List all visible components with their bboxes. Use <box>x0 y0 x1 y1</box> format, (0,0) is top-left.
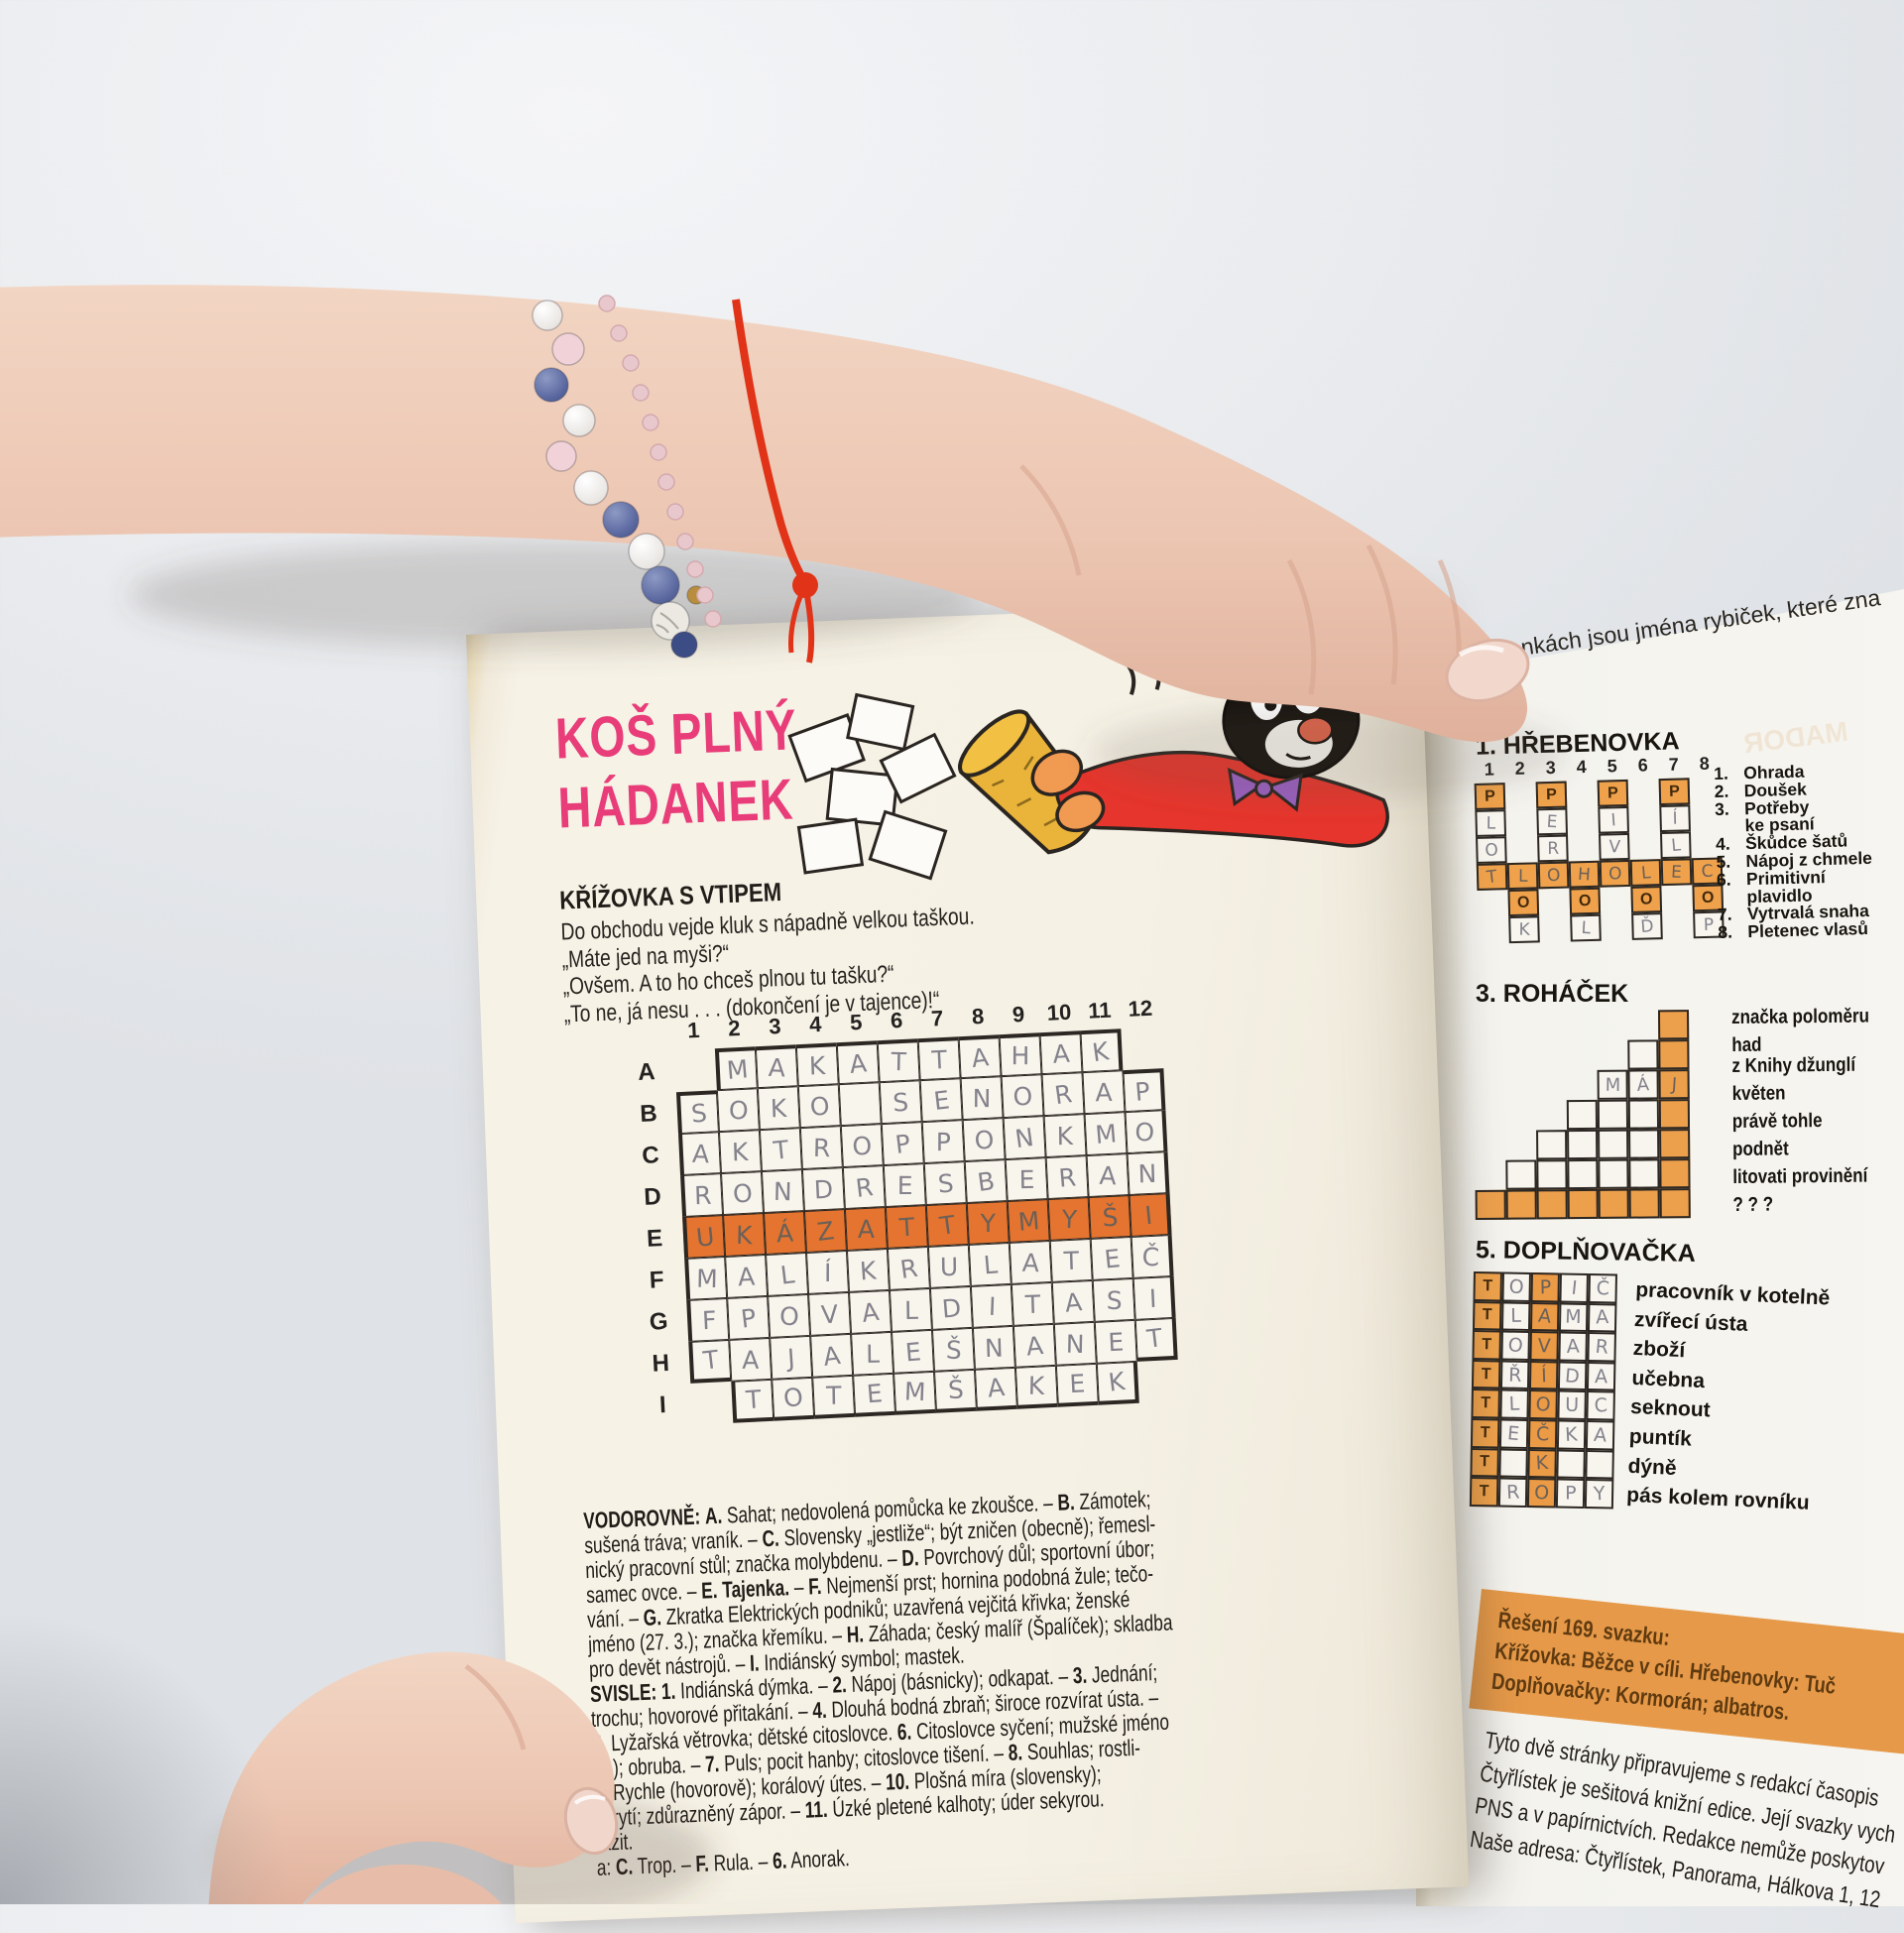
cat-paw-icon <box>1030 749 1106 833</box>
pink-bead-strand <box>598 295 722 628</box>
bead-bracelet <box>532 300 706 659</box>
right-magazine-page: nkách jsou jména rybiček, které zna MADO… <box>1416 555 1904 1912</box>
rohacek-heading: 3. ROHÁČEK <box>1476 980 1629 1008</box>
arm-shadow <box>129 541 982 650</box>
red-string-bracelet <box>732 299 818 664</box>
thumbnail <box>1445 639 1530 702</box>
nail-highlight <box>573 1794 606 1805</box>
thumbnail-left <box>563 1786 619 1856</box>
nail-highlight <box>1458 645 1504 658</box>
forearm-and-hand <box>0 285 1528 743</box>
paper-scraps-icon <box>787 692 957 881</box>
